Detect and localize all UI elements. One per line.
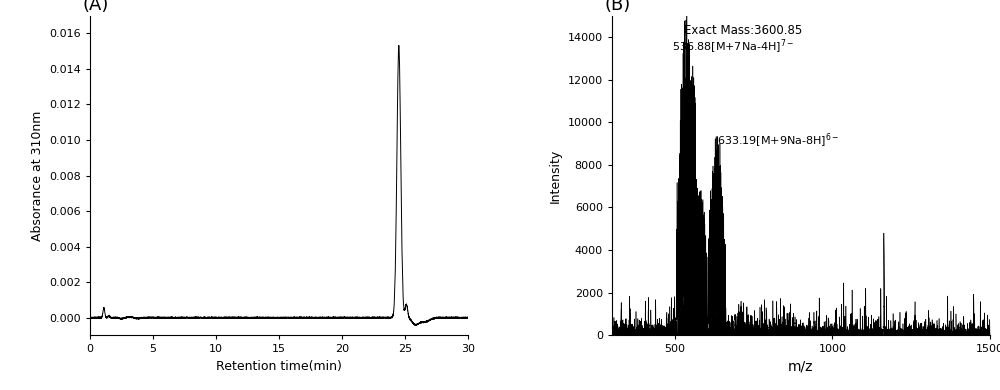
Text: 536.88[M+7Na-4H]$^{7-}$: 536.88[M+7Na-4H]$^{7-}$ <box>672 38 794 56</box>
Text: 633.19[M+9Na-8H]$^{6-}$: 633.19[M+9Na-8H]$^{6-}$ <box>717 131 840 150</box>
Text: Exact Mass:3600.85: Exact Mass:3600.85 <box>684 24 803 37</box>
Text: (B): (B) <box>604 0 631 14</box>
Text: (A): (A) <box>82 0 109 14</box>
X-axis label: Retention time(min): Retention time(min) <box>216 360 342 373</box>
Y-axis label: Absorance at 310nm: Absorance at 310nm <box>31 110 44 241</box>
Y-axis label: Intensity: Intensity <box>549 148 562 203</box>
X-axis label: m/z: m/z <box>788 360 814 374</box>
